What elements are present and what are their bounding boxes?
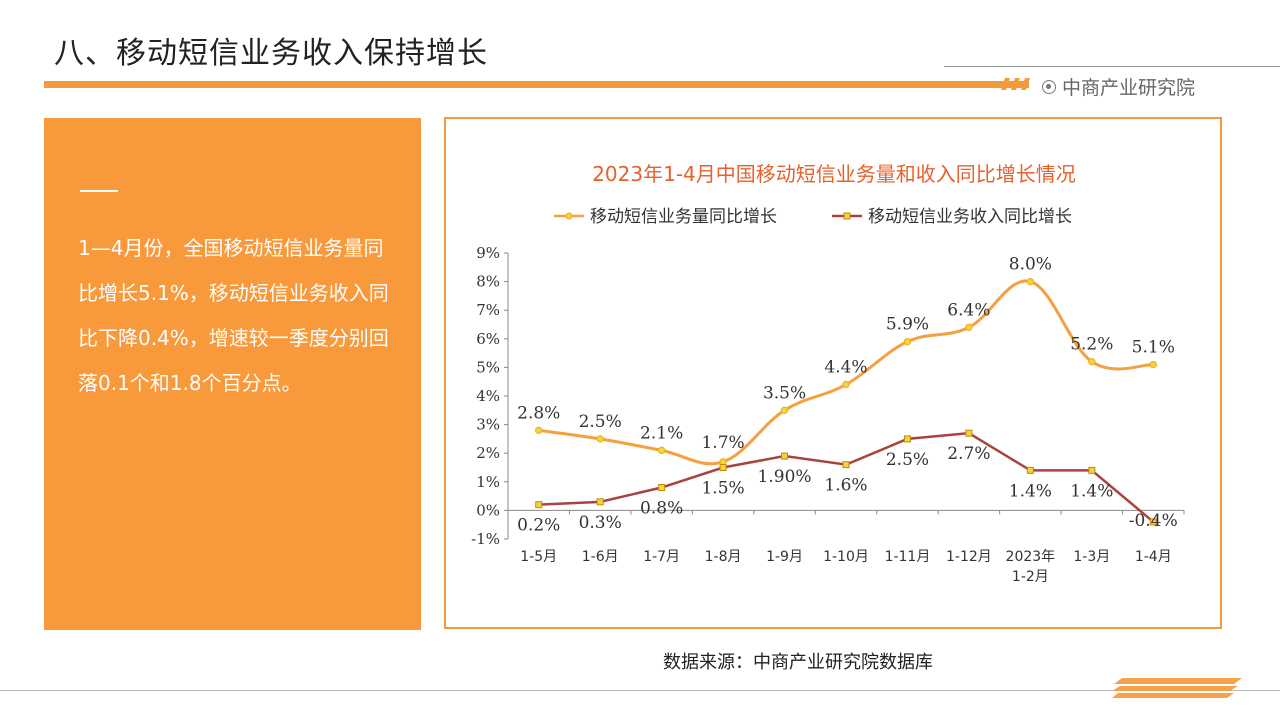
x-tick-label: 1-7月 <box>643 549 680 565</box>
y-tick-label: 9% <box>476 244 500 262</box>
point-volume-6 <box>903 337 912 346</box>
chart-title: 2023年1-4月中国移动短信业务量和收入同比增长情况 <box>592 162 1076 186</box>
page-title: 八、移动短信业务收入保持增长 <box>54 36 488 71</box>
data-source: 数据来源：中商产业研究院数据库 <box>663 652 933 673</box>
x-tick-label: 1-3月 <box>1073 549 1110 565</box>
label-revenue-6: 2.5% <box>886 450 929 470</box>
point-revenue-3 <box>719 464 727 471</box>
footer-divider <box>0 690 1280 691</box>
point-volume-1 <box>596 435 604 443</box>
point-revenue-4 <box>781 452 789 460</box>
label-revenue-1: 0.3% <box>579 513 622 533</box>
y-tick-label: 7% <box>476 301 500 319</box>
point-volume-4 <box>780 406 789 414</box>
point-revenue-1 <box>596 498 604 506</box>
y-tick-label: 6% <box>476 330 500 348</box>
point-volume-7 <box>965 323 973 332</box>
label-revenue-7: 2.7% <box>947 444 990 464</box>
label-volume-4: 3.5% <box>763 383 806 403</box>
y-tick-label: 2% <box>476 444 500 462</box>
point-revenue-5 <box>842 461 850 469</box>
point-volume-9 <box>1088 357 1096 366</box>
point-revenue-6 <box>903 435 911 443</box>
label-volume-9: 5.2% <box>1070 335 1113 355</box>
label-volume-5: 4.4% <box>824 358 867 378</box>
point-revenue-9 <box>1088 466 1096 474</box>
y-tick-label: 5% <box>476 358 500 376</box>
label-revenue-5: 1.6% <box>824 476 867 496</box>
x-tick-label: 1-2月 <box>1012 569 1049 585</box>
label-revenue-9: 1.4% <box>1070 481 1113 501</box>
x-tick-label: 1-12月 <box>946 549 992 565</box>
label-revenue-8: 1.4% <box>1009 481 1052 501</box>
y-tick-label: 8% <box>476 273 500 291</box>
label-volume-0: 2.8% <box>517 403 560 423</box>
x-tick-label: 2023年 <box>1006 549 1056 565</box>
panel-dash <box>80 190 118 192</box>
chart-frame: 2023年1-4月中国移动短信业务量和收入同比增长情况 移动短信业务量同比增长移… <box>444 117 1222 629</box>
x-tick-label: 1-6月 <box>582 549 619 565</box>
point-volume-2 <box>657 446 666 455</box>
x-tick-label: 1-8月 <box>705 549 742 565</box>
label-revenue-0: 0.2% <box>517 516 560 536</box>
label-revenue-4: 1.90% <box>758 467 812 487</box>
point-revenue-10 <box>1149 518 1157 526</box>
y-tick-label: 1% <box>476 473 500 491</box>
summary-panel: 1—4月份，全国移动短信业务量同比增长5.1%，移动短信业务收入同比下降0.4%… <box>44 118 421 630</box>
stripe-decoration <box>1001 78 1030 90</box>
chart-legend: 移动短信业务量同比增长 移动短信业务收入同比增长 <box>554 207 1072 227</box>
legend-marker-1 <box>843 212 851 220</box>
footer-stripe-decoration <box>1112 678 1242 698</box>
label-volume-3: 1.7% <box>701 433 744 453</box>
summary-text: 1—4月份，全国移动短信业务量同比增长5.1%，移动短信业务收入同比下降0.4%… <box>78 236 389 395</box>
label-volume-7: 6.4% <box>947 300 990 320</box>
series-markers <box>535 277 1157 526</box>
label-revenue-3: 1.5% <box>701 479 744 499</box>
point-volume-5 <box>842 380 850 389</box>
x-tick-label: 1-10月 <box>823 549 869 565</box>
point-volume-10 <box>1149 360 1157 369</box>
data-labels: 2.8% 2.5% 2.1% 1.7% 3.5% 4.4% 5.9% 6.4% 8.0% 5.2%… <box>517 255 1178 536</box>
chart-axes: -1% 0% 1% 2% 3% 4% 5% 6% 7% 8% 9% 1-5月 1-6月 1-7月 1-8月 1… <box>471 244 1185 585</box>
legend-label-0: 移动短信业务量同比增长 <box>590 207 777 227</box>
y-tick-label: 3% <box>476 416 500 434</box>
label-revenue-10: -0.4% <box>1129 511 1178 531</box>
point-revenue-7 <box>965 429 973 437</box>
label-volume-8: 8.0% <box>1009 255 1052 275</box>
y-tick-label: 0% <box>476 501 500 519</box>
legend-label-1: 移动短信业务收入同比增长 <box>868 207 1072 227</box>
point-revenue-0 <box>535 501 543 509</box>
x-tick-label: 1-11月 <box>885 549 931 565</box>
label-revenue-2: 0.8% <box>640 499 683 519</box>
x-tick-label: 1-4月 <box>1135 549 1172 565</box>
point-revenue-2 <box>658 484 666 492</box>
label-volume-2: 2.1% <box>640 423 683 443</box>
y-tick-label: -1% <box>471 530 500 548</box>
label-volume-6: 5.9% <box>886 315 929 335</box>
x-tick-label: 1-9月 <box>766 549 803 565</box>
legend-marker-0 <box>565 212 573 220</box>
brand-name: 中商产业研究院 <box>1062 77 1196 99</box>
point-volume-8 <box>1026 277 1035 286</box>
y-tick-label: 4% <box>476 387 500 405</box>
label-volume-10: 5.1% <box>1132 338 1175 358</box>
title-accent-bar <box>44 81 1029 88</box>
line-chart: 2023年1-4月中国移动短信业务量和收入同比增长情况 移动短信业务量同比增长移… <box>471 162 1185 585</box>
point-revenue-8 <box>1026 466 1034 474</box>
x-tick-label: 1-5月 <box>520 549 557 565</box>
label-volume-1: 2.5% <box>579 412 622 432</box>
header-divider <box>944 66 1280 67</box>
brand-logo: 中商产业研究院 <box>1042 73 1195 100</box>
brand-icon <box>1042 79 1056 94</box>
point-volume-0 <box>535 426 543 435</box>
